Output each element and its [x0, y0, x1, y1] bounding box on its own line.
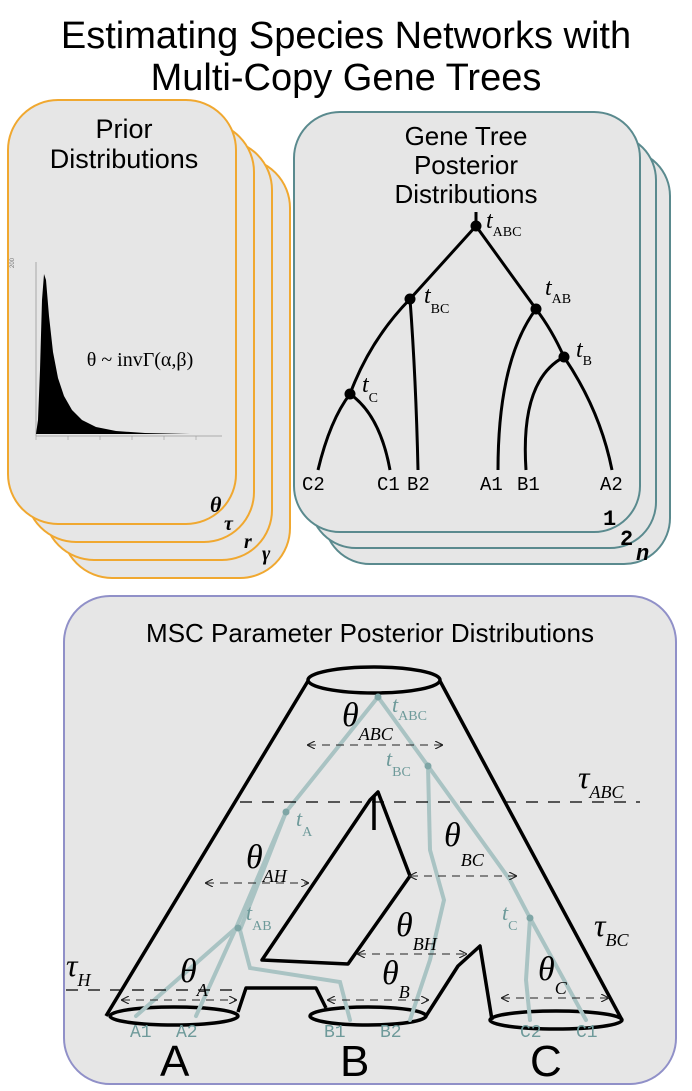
gene-t-abc: tABC — [392, 692, 427, 724]
outer-left-edge — [104, 680, 310, 1017]
title-line-1: Estimating Species Networks with — [61, 15, 631, 57]
theta-bc: θBC — [444, 817, 485, 870]
msc-title: MSC Parameter Posterior Distributions — [146, 618, 594, 648]
theta-ah: θAH — [246, 839, 288, 886]
msc-gene-time-labels: tABC tBC tA tAB tC — [246, 692, 517, 934]
theta-b: θB — [382, 955, 410, 1002]
node-bc — [404, 293, 416, 305]
node-b — [558, 351, 570, 363]
sample-c1: C1 — [576, 1023, 598, 1043]
prior-formula: θ ~ invΓ(α,β) — [87, 349, 194, 371]
prior-param-r: r — [244, 531, 252, 553]
b-c-notch — [424, 944, 494, 1021]
gene-title-line-3: Distributions — [394, 179, 537, 209]
msc-gene-nodes — [234, 693, 534, 932]
gene-t-bc: tBC — [386, 746, 411, 780]
gene-tree-panel: Gene Tree Posterior Distributions tABC — [293, 111, 671, 567]
node-c — [344, 388, 356, 400]
gene-index-2: 2 — [620, 527, 633, 552]
gene-node-labels: tABC tBC tAB tB tC — [362, 208, 592, 406]
node-abc — [470, 220, 482, 232]
theta-labels: θABC θAH θBC θBH θA θB θC — [180, 697, 568, 1002]
hybrid-interior — [260, 790, 412, 966]
msc-card — [63, 595, 677, 1085]
outer-right-edge — [438, 680, 624, 1021]
msc-panel: MSC Parameter Posterior Distributions — [63, 595, 677, 1086]
prior-param-gamma: γ — [262, 543, 271, 565]
tip-c2: C2 — [302, 474, 325, 496]
tau-labels: τABC τBC τH — [66, 759, 629, 990]
sample-a1: A1 — [130, 1023, 152, 1043]
gene-title-line-2: Posterior — [414, 150, 518, 180]
species-b: B — [340, 1037, 369, 1086]
label-t-c: tC — [362, 372, 378, 406]
sample-b2: B2 — [380, 1023, 402, 1043]
gene-index-1: 1 — [603, 507, 616, 532]
gene-tree-nodes — [344, 220, 570, 400]
title-line-2: Multi-Copy Gene Trees — [151, 57, 542, 99]
tip-b1: B1 — [517, 474, 540, 496]
prior-param-tau: τ — [224, 513, 234, 535]
theta-c: θC — [538, 951, 568, 998]
tau-bc: τBC — [594, 907, 629, 950]
theta-a: θA — [180, 953, 209, 1000]
species-a: A — [160, 1037, 190, 1086]
theta-abc: θABC — [342, 697, 394, 744]
prior-title-line-2: Distributions — [50, 144, 199, 174]
gene-tip-labels: C2 C1 B2 A1 B1 A2 — [302, 474, 623, 496]
sample-c2: C2 — [520, 1023, 542, 1043]
a-b-connector — [236, 986, 328, 1013]
label-t-b: tB — [576, 337, 592, 369]
gene-index-n: n — [636, 542, 649, 567]
gene-t-c: tC — [502, 900, 517, 934]
sample-a2: A2 — [176, 1023, 198, 1043]
tip-a2: A2 — [600, 474, 623, 496]
sample-b1: B1 — [324, 1023, 346, 1043]
label-t-bc: tBC — [424, 283, 449, 317]
tau-abc: τABC — [578, 759, 624, 802]
tau-lines — [66, 801, 640, 991]
species-c: C — [530, 1037, 562, 1086]
node-ab — [530, 303, 542, 315]
tau-h: τH — [66, 947, 91, 990]
gene-title-line-1: Gene Tree — [405, 121, 528, 151]
tip-a1: A1 — [480, 474, 503, 496]
species-network-outline — [104, 665, 624, 1031]
species-a-ellipse — [108, 1005, 240, 1027]
tip-c1: C1 — [377, 474, 400, 496]
species-c-ellipse — [488, 1009, 624, 1031]
gene-t-ab: tAB — [246, 900, 272, 934]
gene-t-a: tA — [296, 806, 313, 840]
label-t-abc: tABC — [486, 208, 521, 240]
density-curve — [36, 274, 222, 434]
species-labels: A B C — [160, 1037, 562, 1086]
theta-arrows — [122, 745, 608, 1000]
prior-title-line-1: Prior — [95, 114, 152, 144]
theta-bh: θBH — [396, 907, 438, 954]
prior-panel: Prior Distributions 200 θ ~ invΓ(α,β) θ … — [7, 99, 291, 579]
prior-density-plot: 200 — [10, 257, 222, 440]
prior-param-theta: θ — [210, 492, 222, 517]
main-title: Estimating Species Networks with Multi-C… — [61, 15, 631, 99]
root-ellipse — [306, 665, 442, 695]
tip-b2: B2 — [407, 474, 430, 496]
msc-sample-labels: A1 A2 B1 B2 C2 C1 — [130, 1023, 598, 1043]
plot-x-ticks — [35, 436, 197, 440]
gene-card-1 — [293, 111, 641, 533]
label-t-ab: tAB — [545, 275, 571, 307]
plot-y-tick: 200 — [10, 257, 16, 268]
